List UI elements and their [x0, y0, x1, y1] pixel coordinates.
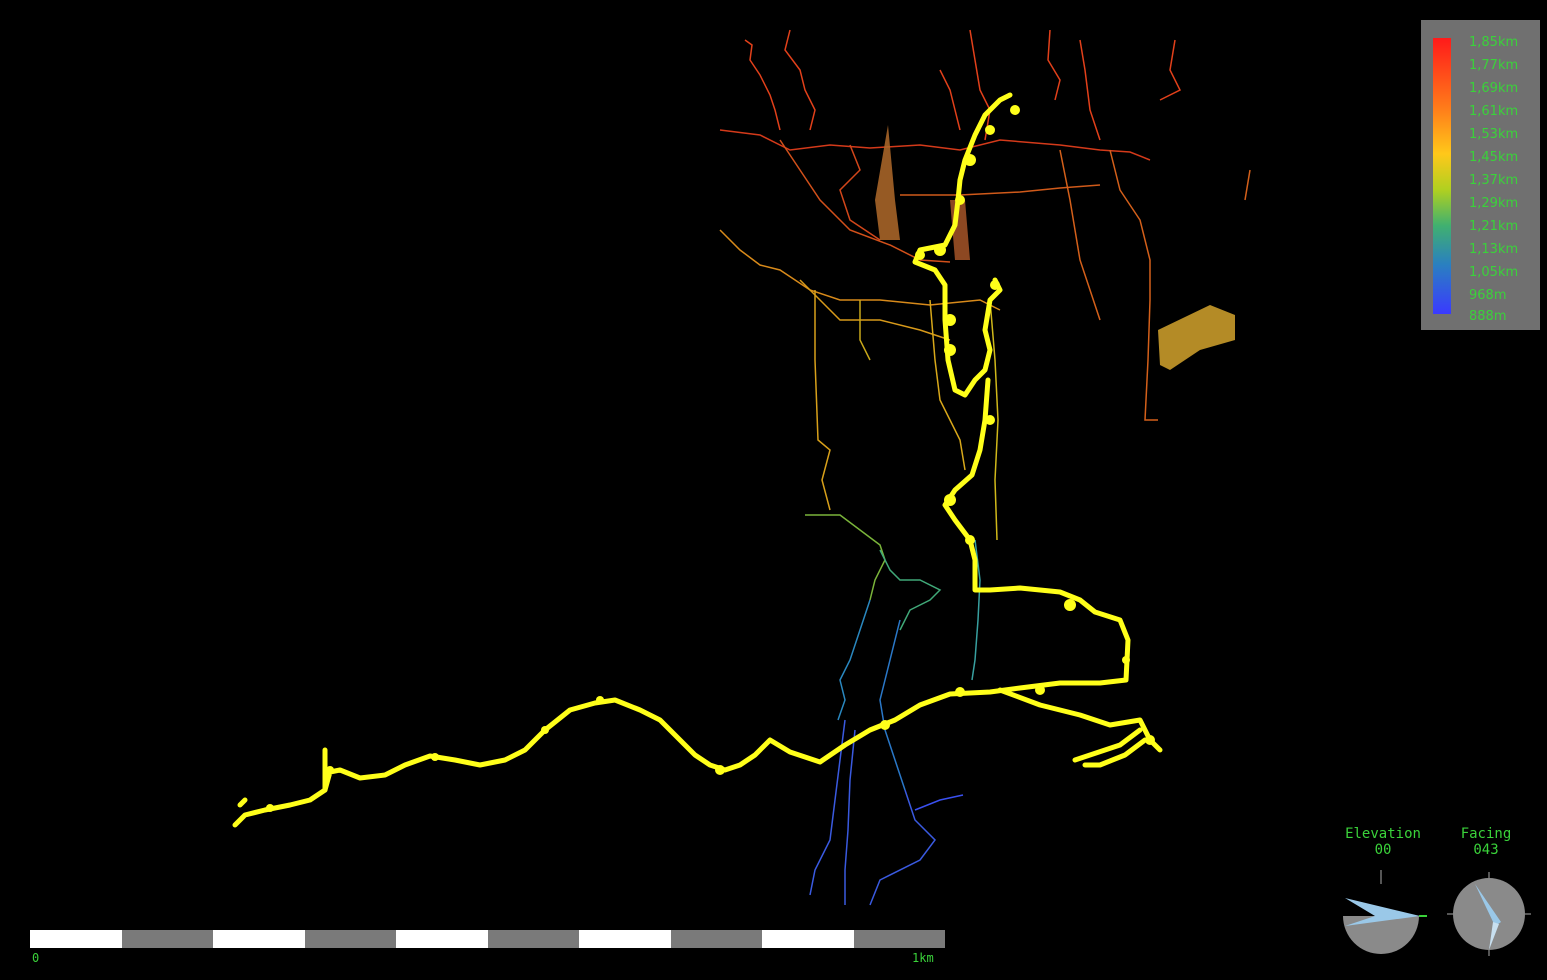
- scale-end-label: 1km: [912, 951, 934, 965]
- legend-label: 1,45km: [1469, 150, 1519, 165]
- elevation-label: Elevation: [1345, 826, 1421, 842]
- depth-legend: 1,85km 1,77km 1,69km 1,61km 1,53km 1,45k…: [1421, 20, 1540, 330]
- elevation-readout: Elevation 00: [1335, 826, 1431, 858]
- elevation-dial-face: [1343, 916, 1419, 954]
- legend-label: 1,29km: [1469, 196, 1519, 211]
- legend-label: 1,77km: [1469, 58, 1519, 73]
- facing-compass[interactable]: [1447, 872, 1531, 956]
- legend-label: 1,37km: [1469, 173, 1519, 188]
- facing-readout: Facing 043: [1450, 826, 1522, 858]
- legend-label: 888m: [1469, 309, 1507, 324]
- compass-needle-icon: [1475, 884, 1501, 926]
- legend-label: 1,85km: [1469, 35, 1519, 50]
- legend-label: 1,69km: [1469, 81, 1519, 96]
- passage-walls: [875, 125, 1235, 370]
- facing-dial-face: [1453, 878, 1525, 950]
- legend-label: 1,61km: [1469, 104, 1519, 119]
- legend-label: 968m: [1469, 288, 1507, 303]
- lower-passages: [805, 514, 981, 906]
- legend-label: 1,53km: [1469, 127, 1519, 142]
- route-stations: [266, 105, 1155, 812]
- elevation-value: 00: [1374, 842, 1392, 858]
- mid-passages: [719, 229, 1001, 541]
- legend-label: 1,21km: [1469, 219, 1519, 234]
- elevation-arrow-icon: [1345, 898, 1420, 926]
- depth-color-bar: [1433, 38, 1451, 314]
- facing-label: Facing: [1460, 826, 1512, 842]
- elevation-dial[interactable]: [1335, 868, 1431, 964]
- highlighted-route: [232, 92, 1163, 828]
- scale-bar: [30, 930, 945, 948]
- facing-value: 043: [1473, 842, 1499, 858]
- legend-label: 1,05km: [1469, 265, 1519, 280]
- legend-label: 1,13km: [1469, 242, 1519, 257]
- scale-start-label: 0: [32, 951, 40, 965]
